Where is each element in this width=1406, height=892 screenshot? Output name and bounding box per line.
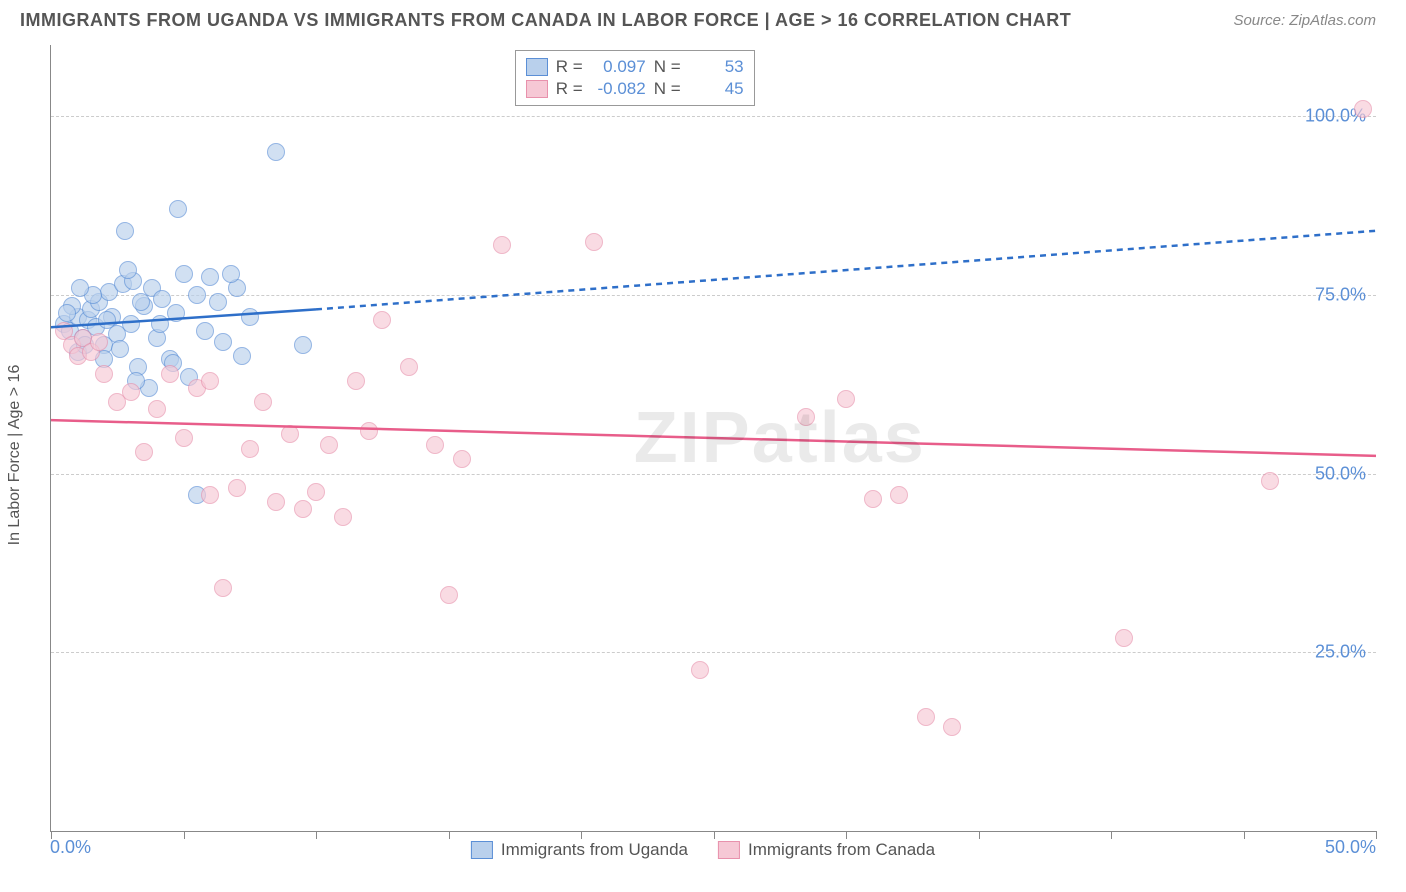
gridline-h — [51, 652, 1376, 653]
bottom-legend: Immigrants from Uganda Immigrants from Ca… — [471, 840, 935, 860]
legend-swatch — [471, 841, 493, 859]
legend-label: Immigrants from Canada — [748, 840, 935, 860]
legend-swatch — [718, 841, 740, 859]
scatter-point — [241, 440, 259, 458]
stat-n-value: 45 — [689, 79, 744, 99]
scatter-point — [214, 579, 232, 597]
scatter-point — [1354, 100, 1372, 118]
scatter-point — [241, 308, 259, 326]
scatter-point — [122, 383, 140, 401]
scatter-point — [691, 661, 709, 679]
scatter-point — [201, 372, 219, 390]
scatter-point — [1115, 629, 1133, 647]
scatter-point — [440, 586, 458, 604]
scatter-point — [890, 486, 908, 504]
scatter-point — [917, 708, 935, 726]
correlation-stats-box: R = 0.097 N = 53 R = -0.082 N = 45 — [515, 50, 755, 106]
scatter-point — [797, 408, 815, 426]
legend-swatch — [526, 80, 548, 98]
x-axis-max-label: 50.0% — [1325, 837, 1376, 858]
scatter-point — [188, 286, 206, 304]
scatter-point — [175, 265, 193, 283]
scatter-point — [111, 340, 129, 358]
scatter-point — [167, 304, 185, 322]
scatter-point — [320, 436, 338, 454]
chart-header: IMMIGRANTS FROM UGANDA VS IMMIGRANTS FRO… — [0, 0, 1406, 36]
scatter-point — [90, 333, 108, 351]
stat-r-label: R = — [556, 57, 583, 77]
gridline-h — [51, 295, 1376, 296]
scatter-point — [400, 358, 418, 376]
scatter-point — [98, 311, 116, 329]
scatter-point — [267, 493, 285, 511]
scatter-point — [294, 336, 312, 354]
scatter-point — [135, 443, 153, 461]
scatter-point — [360, 422, 378, 440]
stat-r-label: R = — [556, 79, 583, 99]
scatter-point — [585, 233, 603, 251]
y-tick-label: 25.0% — [1315, 642, 1366, 663]
scatter-point — [294, 500, 312, 518]
scatter-point — [254, 393, 272, 411]
gridline-h — [51, 474, 1376, 475]
scatter-point — [116, 222, 134, 240]
scatter-point — [161, 365, 179, 383]
gridline-h — [51, 116, 1376, 117]
scatter-point — [453, 450, 471, 468]
scatter-point — [373, 311, 391, 329]
scatter-point — [151, 315, 169, 333]
stat-n-label: N = — [654, 79, 681, 99]
scatter-point — [267, 143, 285, 161]
scatter-point — [943, 718, 961, 736]
scatter-point — [426, 436, 444, 454]
scatter-point — [95, 365, 113, 383]
y-tick-label: 75.0% — [1315, 285, 1366, 306]
scatter-point — [214, 333, 232, 351]
legend-item: Immigrants from Uganda — [471, 840, 688, 860]
scatter-point — [347, 372, 365, 390]
y-tick-label: 50.0% — [1315, 463, 1366, 484]
scatter-point — [119, 261, 137, 279]
scatter-point — [175, 429, 193, 447]
scatter-point — [201, 486, 219, 504]
scatter-point — [122, 315, 140, 333]
scatter-point — [196, 322, 214, 340]
chart-title: IMMIGRANTS FROM UGANDA VS IMMIGRANTS FRO… — [20, 10, 1071, 31]
stats-row: R = -0.082 N = 45 — [526, 79, 744, 99]
legend-swatch — [526, 58, 548, 76]
scatter-point — [169, 200, 187, 218]
scatter-point — [132, 293, 150, 311]
scatter-point — [1261, 472, 1279, 490]
scatter-point — [58, 304, 76, 322]
scatter-point — [864, 490, 882, 508]
scatter-point — [307, 483, 325, 501]
chart-plot-area: 25.0%50.0%75.0%100.0% ZIPatlas R =0.097N… — [50, 45, 1376, 832]
y-axis-title: In Labor Force | Age > 16 — [6, 365, 24, 546]
stat-r-value: -0.082 — [591, 79, 646, 99]
x-axis-min-label: 0.0% — [50, 837, 91, 858]
scatter-point — [837, 390, 855, 408]
chart-source: Source: ZipAtlas.com — [1233, 12, 1376, 29]
legend-item: Immigrants from Canada — [718, 840, 935, 860]
stat-r-value: 0.097 — [591, 57, 646, 77]
scatter-point — [153, 290, 171, 308]
scatter-point — [233, 347, 251, 365]
scatter-point — [209, 293, 227, 311]
scatter-point — [222, 265, 240, 283]
stats-row: R = 0.097 N = 53 — [526, 57, 744, 77]
scatter-point — [148, 400, 166, 418]
scatter-point — [201, 268, 219, 286]
scatter-point — [71, 279, 89, 297]
scatter-point — [281, 425, 299, 443]
legend-label: Immigrants from Uganda — [501, 840, 688, 860]
x-tick — [1376, 831, 1377, 839]
scatter-point — [493, 236, 511, 254]
stat-n-label: N = — [654, 57, 681, 77]
scatter-point — [228, 479, 246, 497]
stat-n-value: 53 — [689, 57, 744, 77]
scatter-point — [334, 508, 352, 526]
